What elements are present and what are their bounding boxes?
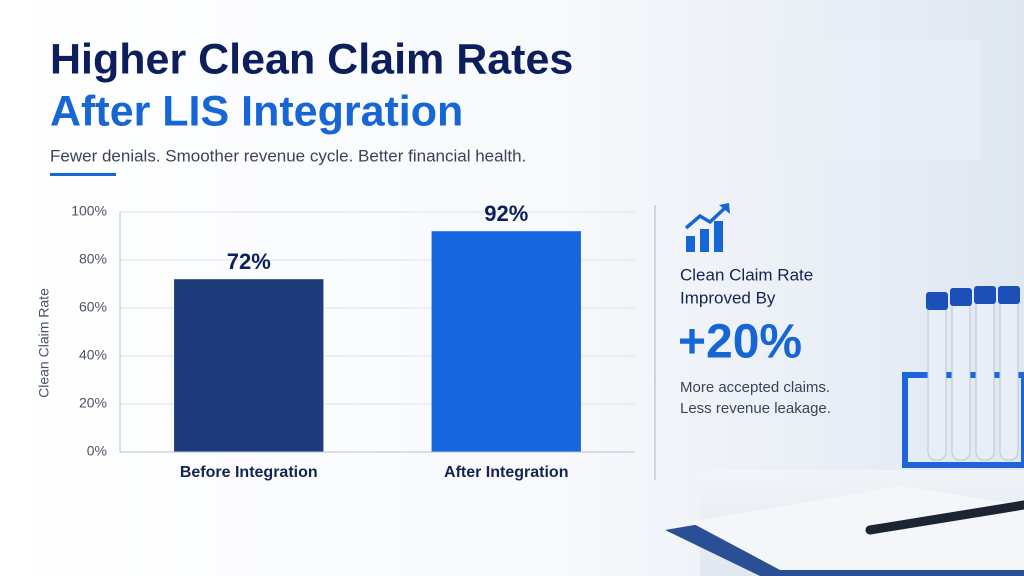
callout-note: Less revenue leakage. bbox=[680, 400, 831, 417]
tube-cap bbox=[974, 286, 996, 304]
y-tick-label: 20% bbox=[79, 395, 107, 411]
plot-area: 0% 20% 40% 60% 80% 100% Before Integration 72% A… bbox=[71, 201, 635, 481]
bar bbox=[174, 279, 324, 452]
icon-bar bbox=[714, 221, 723, 252]
tube-cap bbox=[998, 286, 1020, 304]
tube-cap bbox=[950, 288, 972, 306]
x-tick-label: After Integration bbox=[444, 464, 568, 481]
y-axis-label: Clean Claim Rate bbox=[36, 288, 52, 398]
clipboard-paper bbox=[690, 486, 1024, 570]
y-tick-label: 80% bbox=[79, 251, 107, 267]
growth-icon bbox=[684, 203, 730, 252]
icon-arrow bbox=[684, 205, 728, 230]
tube bbox=[999, 292, 1019, 461]
tube bbox=[927, 299, 947, 461]
pen bbox=[865, 500, 1024, 535]
callout-highlight: +20% bbox=[678, 316, 802, 369]
lab-window bbox=[780, 40, 980, 160]
callout-note: More accepted claims. bbox=[680, 379, 830, 396]
callout-line: Clean Claim Rate bbox=[680, 265, 813, 284]
subtitle: Fewer denials. Smoother revenue cycle. B… bbox=[50, 146, 526, 165]
value-label: 72% bbox=[227, 249, 271, 274]
clipboard bbox=[665, 486, 1024, 576]
title-line-2: After LIS Integration bbox=[50, 87, 463, 135]
icon-arrowhead bbox=[719, 203, 730, 214]
tube-cap bbox=[926, 292, 948, 310]
icon-bar bbox=[686, 236, 695, 252]
value-label: 92% bbox=[484, 201, 528, 226]
tube bbox=[951, 294, 971, 461]
x-tick-label: Before Integration bbox=[180, 464, 318, 481]
y-tick-label: 60% bbox=[79, 299, 107, 315]
callout-line: Improved By bbox=[680, 288, 776, 307]
title-underline bbox=[50, 173, 116, 176]
test-tubes bbox=[902, 286, 1024, 468]
title-line-1: Higher Clean Claim Rates bbox=[50, 35, 573, 83]
y-tick-label: 0% bbox=[87, 443, 107, 459]
y-tick-label: 100% bbox=[71, 203, 107, 219]
icon-bar bbox=[700, 229, 709, 252]
bar bbox=[431, 231, 581, 452]
y-tick-label: 40% bbox=[79, 347, 107, 363]
tube bbox=[975, 292, 995, 461]
